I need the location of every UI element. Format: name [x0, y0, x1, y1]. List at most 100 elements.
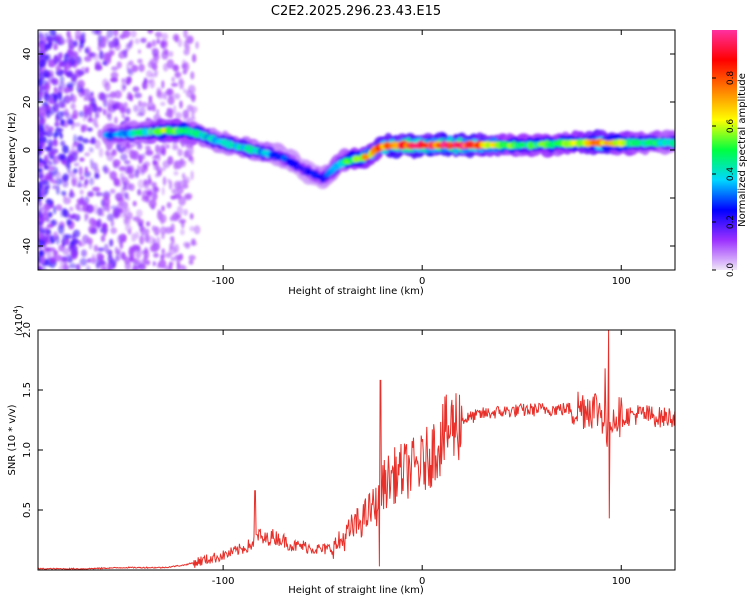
noise-blob	[45, 80, 52, 85]
noise-blob	[109, 263, 113, 268]
noise-blob	[171, 188, 178, 195]
noise-blob	[38, 91, 43, 97]
spectrogram-xtick-label: 100	[612, 276, 631, 287]
noise-blob	[151, 63, 158, 71]
noise-blob	[138, 63, 145, 72]
noise-blob	[80, 249, 88, 257]
spectrogram-ytick-label: 40	[22, 48, 33, 61]
noise-blob	[78, 180, 82, 188]
noise-blob	[130, 30, 137, 38]
snr-xtick-label: -100	[212, 576, 235, 587]
noise-blob	[183, 208, 189, 216]
noise-blob	[60, 207, 64, 218]
noise-blob	[177, 38, 183, 48]
noise-blob	[154, 173, 159, 178]
noise-blob	[170, 223, 175, 234]
noise-blob	[183, 150, 189, 158]
noise-blob	[54, 250, 59, 256]
noise-blob	[150, 73, 158, 78]
noise-blob	[161, 80, 165, 89]
noise-blob	[58, 61, 64, 67]
noise-blob	[122, 30, 131, 38]
noise-blob	[161, 32, 169, 41]
noise-blob	[101, 211, 105, 217]
noise-blob	[69, 206, 74, 212]
noise-blob	[183, 176, 191, 184]
noise-blob	[38, 115, 41, 123]
noise-blob	[53, 54, 59, 64]
spectrogram-xtick-label: 0	[419, 276, 425, 287]
noise-blob	[138, 100, 142, 108]
noise-blob	[102, 196, 111, 207]
spectrogram-ytick-label: -40	[22, 238, 33, 254]
colorbar-ticks: 0.0 0.2 0.4 0.6 0.8	[712, 71, 736, 277]
noise-blob	[161, 205, 165, 212]
noise-blob	[146, 145, 151, 153]
noise-blob	[156, 236, 161, 246]
noise-blob	[161, 147, 166, 156]
noise-blob	[145, 260, 151, 266]
noise-blob	[53, 95, 57, 102]
noise-blob	[115, 38, 119, 46]
noise-blob	[174, 71, 182, 78]
noise-blob	[173, 160, 179, 170]
noise-blob	[91, 30, 99, 35]
noise-blob	[141, 81, 149, 90]
snr-line	[38, 330, 675, 570]
noise-blob	[140, 226, 147, 236]
noise-blob	[87, 118, 94, 123]
snr-xtick-label: 0	[419, 576, 425, 587]
noise-blob	[38, 42, 42, 48]
noise-blob	[173, 64, 178, 71]
noise-blob	[166, 59, 175, 69]
noise-blob	[44, 124, 50, 133]
snr-ytick-label: 1.0	[22, 442, 33, 458]
noise-blob	[176, 256, 181, 267]
noise-blob	[156, 166, 163, 175]
noise-blob	[43, 93, 50, 102]
snr-scale-label: (x104)	[12, 305, 25, 336]
snr-content	[38, 330, 675, 570]
noise-blob	[86, 107, 93, 115]
noise-blob	[72, 109, 79, 120]
noise-blob	[123, 102, 128, 109]
noise-blob	[114, 255, 119, 263]
colorbar-label: Normalized spectral amplitude	[737, 73, 748, 227]
noise-blob	[178, 218, 187, 224]
noise-blob	[78, 166, 83, 176]
noise-blob	[188, 254, 196, 261]
noise-blob	[102, 222, 108, 229]
noise-blob	[55, 204, 62, 211]
noise-blob	[113, 30, 119, 37]
noise-blob	[128, 173, 135, 179]
noise-blob	[171, 76, 175, 83]
noise-blob	[102, 98, 107, 105]
noise-blob	[154, 31, 163, 38]
noise-blob	[168, 180, 173, 190]
noise-blob	[165, 252, 172, 258]
noise-blob	[53, 30, 57, 37]
noise-blob	[79, 40, 84, 49]
chart-title: C2E2.2025.296.23.43.E15	[271, 4, 441, 19]
noise-blob	[133, 104, 139, 113]
noise-blob	[56, 92, 63, 100]
noise-blob	[106, 213, 115, 222]
noise-blob	[146, 221, 151, 227]
noise-blob	[59, 75, 65, 84]
noise-blob	[124, 216, 129, 224]
colorbar-tick-label: 0.6	[726, 119, 736, 134]
noise-blob	[57, 57, 62, 63]
noise-blob	[71, 213, 76, 220]
noise-blob	[76, 56, 82, 65]
noise-blob	[173, 243, 180, 253]
noise-blob	[104, 81, 111, 92]
noise-blob	[110, 219, 115, 227]
noise-blob	[179, 160, 187, 165]
noise-blob	[169, 261, 173, 270]
noise-blob	[44, 43, 49, 50]
noise-blob	[125, 206, 130, 214]
spectrogram-ytick-label: 0	[22, 147, 33, 153]
noise-blob	[129, 94, 134, 102]
snr-xlabel: Height of straight line (km)	[288, 585, 424, 596]
